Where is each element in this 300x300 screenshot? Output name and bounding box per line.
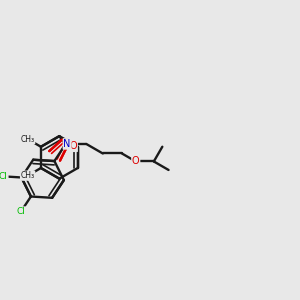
Text: CH₃: CH₃ [21, 171, 35, 180]
Text: CH₃: CH₃ [21, 135, 35, 144]
Text: N: N [63, 139, 71, 149]
Text: Cl: Cl [0, 172, 8, 181]
Text: O: O [132, 157, 140, 166]
Text: O: O [70, 141, 77, 151]
Text: Cl: Cl [16, 207, 26, 216]
